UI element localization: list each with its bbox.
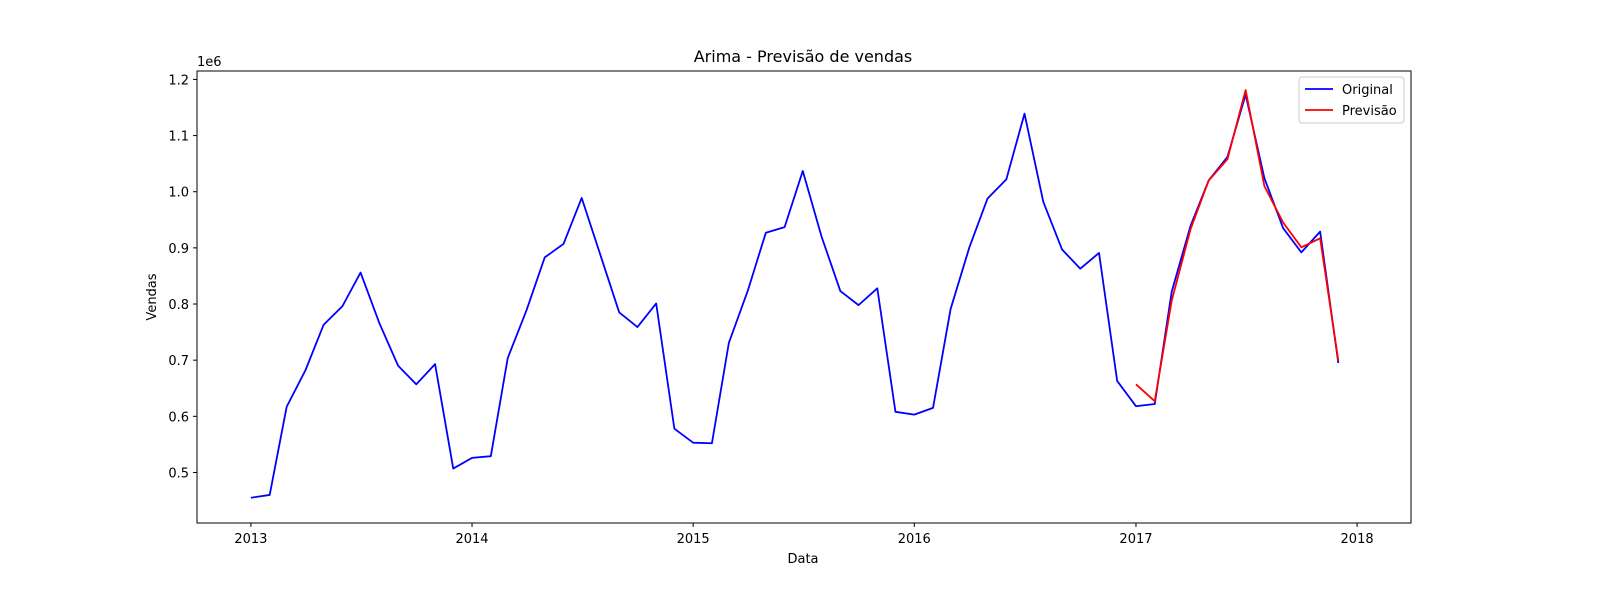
y-tick-label: 1.2	[168, 73, 189, 88]
x-axis-label: Data	[787, 552, 818, 567]
y-tick-label: 0.8	[168, 298, 189, 313]
y-tick-label: 0.6	[168, 410, 189, 425]
y-axis-label: Vendas	[145, 273, 160, 320]
x-tick-label: 2016	[898, 532, 931, 547]
x-tick-label: 2014	[455, 532, 488, 547]
y-tick-label: 1.1	[168, 130, 189, 145]
y-axis: 0.5 0.6 0.7 0.8 0.9 1.0 1.1 1.2	[168, 73, 197, 481]
y-tick-label: 0.9	[168, 242, 189, 257]
x-tick-label: 2017	[1119, 532, 1152, 547]
legend: Original Previsão	[1298, 76, 1405, 124]
x-axis: 2013 2014 2015 2016 2017 2018	[234, 523, 1374, 547]
y-offset-label: 1e6	[197, 55, 222, 70]
y-tick-label: 1.0	[168, 186, 189, 201]
legend-label: Previsão	[1342, 104, 1397, 119]
x-tick-label: 2015	[677, 532, 710, 547]
plot-lines	[250, 89, 1340, 499]
plot-frame	[196, 70, 1412, 524]
x-tick-label: 2018	[1341, 532, 1374, 547]
legend-label: Original	[1342, 83, 1393, 98]
y-tick-label: 0.7	[168, 354, 189, 369]
y-tick-label: 0.5	[168, 466, 189, 481]
series-line-previsao	[1135, 89, 1340, 403]
x-tick-label: 2013	[234, 532, 267, 547]
chart-title: Arima - Previsão de vendas	[694, 47, 913, 66]
